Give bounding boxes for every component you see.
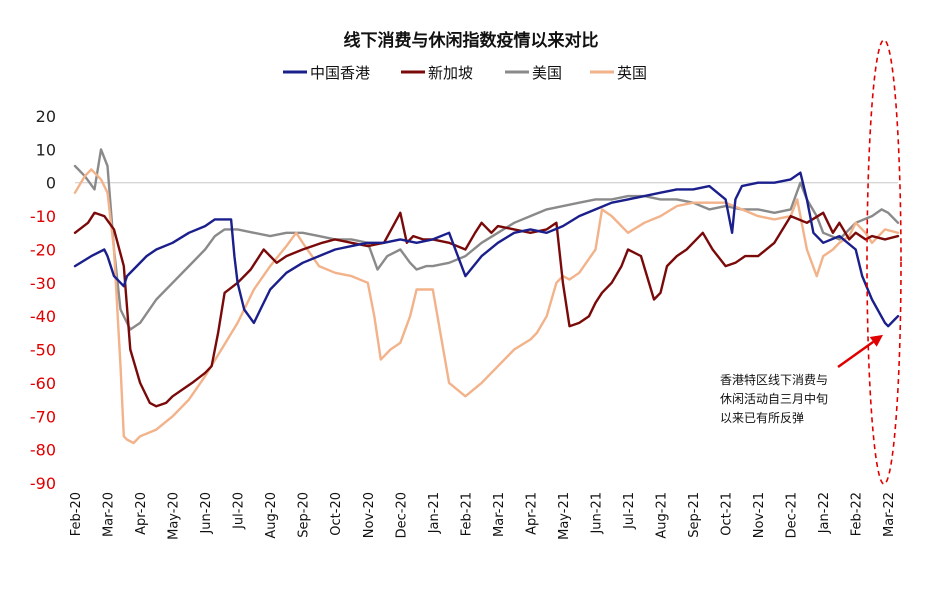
- y-tick-label: -10: [30, 207, 56, 226]
- series-line-uk: [73, 168, 900, 445]
- x-tick-label: Nov-20: [362, 492, 377, 538]
- legend-label-hk: 中国香港: [310, 64, 370, 82]
- x-tick-label: Jun-20: [199, 492, 214, 535]
- highlight-ellipse: [866, 39, 902, 485]
- y-tick-label: -20: [30, 240, 56, 259]
- x-tick-label: Dec-20: [394, 492, 409, 538]
- x-tick-label: Feb-21: [459, 492, 474, 536]
- x-tick-label: Oct-21: [720, 492, 735, 536]
- y-tick-label: 10: [36, 140, 56, 159]
- chart-title: 线下消费与休闲指数疫情以来对比: [344, 30, 599, 51]
- series-line-sg: [73, 211, 900, 408]
- y-tick-label: -70: [30, 407, 56, 426]
- x-tick-label: Jun-21: [589, 492, 604, 535]
- y-tick-label: -40: [30, 307, 56, 326]
- x-tick-label: Apr-21: [524, 492, 539, 535]
- x-tick-label: May-21: [557, 492, 572, 540]
- x-tick-label: Aug-20: [264, 492, 279, 539]
- legend-label-uk: 英国: [617, 64, 647, 82]
- x-tick-label: Nov-21: [752, 492, 767, 538]
- y-tick-label: -30: [30, 274, 56, 293]
- series-line-us: [73, 148, 900, 331]
- y-tick-label: -50: [30, 341, 56, 360]
- legend: 中国香港 新加坡 美国 英国: [283, 64, 647, 82]
- legend-label-sg: 新加坡: [428, 64, 473, 82]
- x-tick-label: Jul-20: [232, 492, 247, 530]
- x-tick-label: Jul-21: [622, 492, 637, 530]
- x-tick-label: Oct-20: [329, 492, 344, 536]
- annotation-line-2: 休闲活动自三月中旬: [720, 391, 828, 406]
- x-tick-label: Mar-21: [492, 492, 507, 537]
- x-tick-label: Dec-21: [785, 492, 800, 538]
- x-tick-label: Sep-21: [687, 492, 702, 538]
- y-tick-label: -90: [30, 474, 56, 493]
- x-tick-label: Jan-22: [817, 492, 832, 534]
- y-tick-label: 0: [46, 174, 56, 193]
- annotation-line-3: 以来已有所反弹: [720, 411, 804, 425]
- annotation-text: 香港特区线下消费与 休闲活动自三月中旬 以来已有所反弹: [720, 372, 828, 425]
- x-tick-label: Sep-20: [297, 492, 312, 538]
- x-tick-label: Mar-22: [882, 492, 897, 537]
- annotation-arrow: [837, 334, 883, 369]
- x-tick-label: Aug-21: [655, 492, 670, 539]
- x-tick-label: Apr-20: [134, 492, 149, 535]
- x-tick-label: Feb-22: [850, 492, 865, 536]
- series-line-hk: [73, 171, 900, 328]
- x-tick-label: Feb-20: [69, 492, 84, 536]
- x-tick-label: Mar-20: [102, 492, 117, 537]
- x-tick-label: May-20: [167, 492, 182, 540]
- series-group: [73, 148, 900, 445]
- legend-label-us: 美国: [532, 64, 562, 82]
- annotation-line-1: 香港特区线下消费与: [720, 372, 828, 387]
- y-tick-label: 20: [36, 107, 56, 126]
- x-tick-label: Jan-21: [427, 492, 442, 534]
- y-tick-label: -60: [30, 374, 56, 393]
- y-axis-ticks: 20 10 0 -10 -20 -30 -40 -50 -60 -70 -80 -90: [30, 107, 56, 493]
- y-tick-label: -80: [30, 441, 56, 460]
- x-axis-ticks: Feb-20 Mar-20 Apr-20 May-20 Jun-20 Jul-20 Aug-…: [69, 492, 897, 540]
